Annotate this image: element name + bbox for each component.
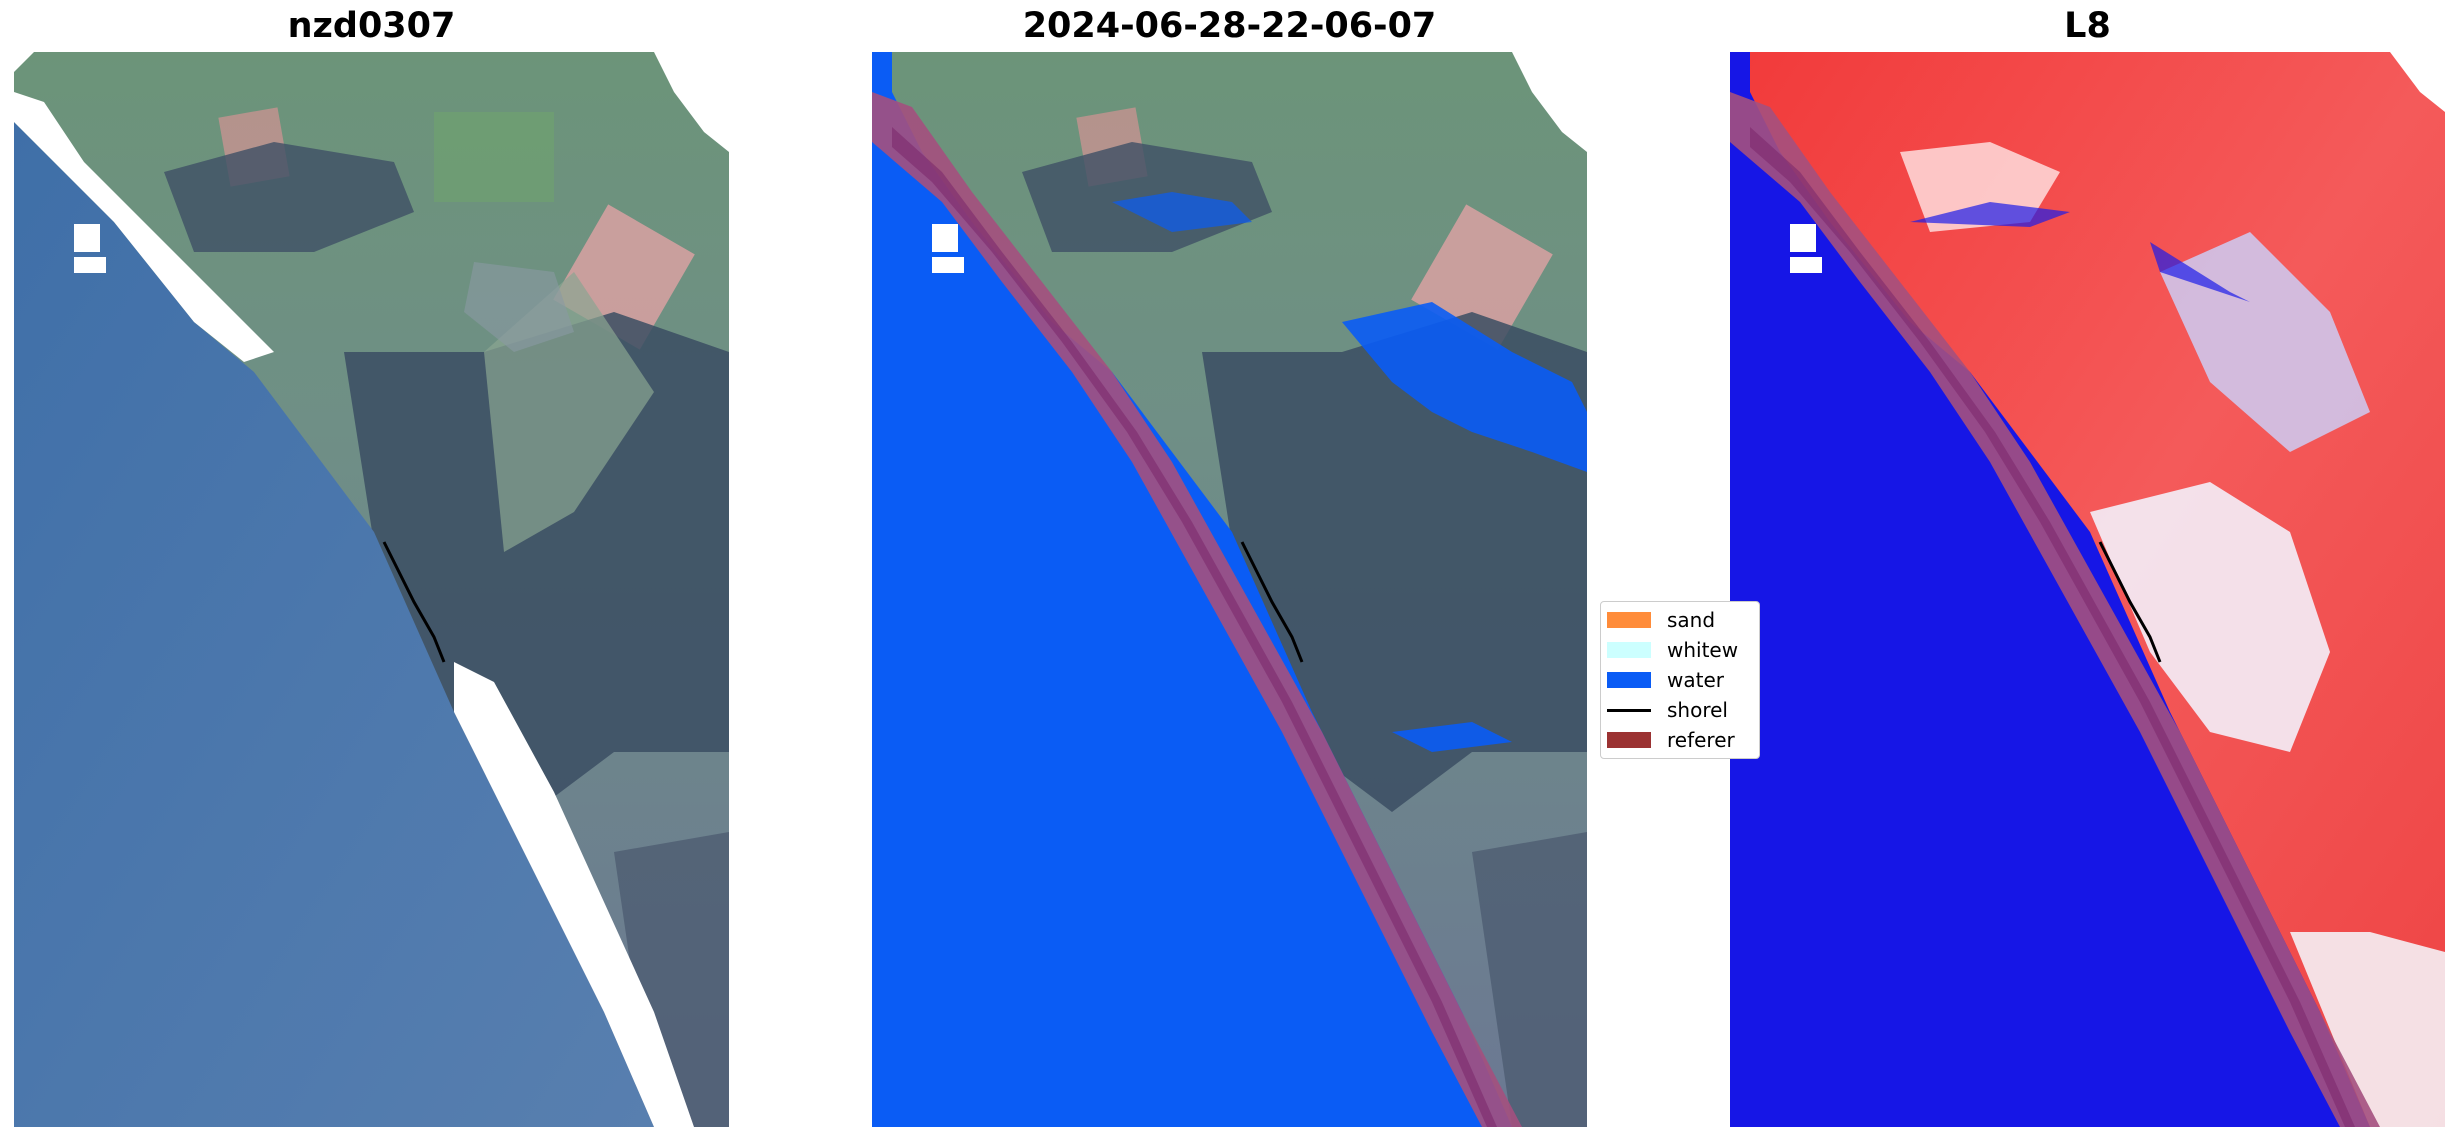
legend-label: sand [1667, 608, 1716, 632]
legend-item-sand: sand [1607, 606, 1715, 634]
panel-title-rgb: nzd0307 [287, 6, 456, 46]
shoreline [382, 541, 446, 663]
legend-item-whitewater: whitew [1607, 636, 1738, 664]
panel-title-classified: 2024-06-28-22-06-07 [1022, 6, 1437, 46]
rgb-image-panel [14, 52, 729, 1127]
panel-title-index: L8 [2064, 6, 2111, 46]
rgb-image [14, 52, 729, 1127]
index-image-panel [1730, 52, 2445, 1127]
nodata-block [932, 224, 958, 252]
sea-area [14, 122, 654, 1127]
legend-item-water: water [1607, 666, 1724, 694]
nodata-top-right [654, 52, 729, 152]
legend-label: whitew [1667, 638, 1739, 662]
legend-swatch [1607, 642, 1651, 658]
water-class-inland [1342, 302, 1587, 472]
reference-band [872, 92, 1522, 1127]
neutral-zone [2290, 932, 2445, 1127]
forest-patch [614, 832, 729, 1127]
legend-item-shoreline: shorel [1607, 696, 1728, 724]
legend-swatch [1607, 672, 1651, 688]
legend-label: referer [1667, 728, 1735, 752]
cloud-patch [464, 262, 574, 352]
shoreline [2098, 541, 2162, 663]
nodata-top-right [2390, 52, 2445, 112]
shoreline [1240, 541, 1304, 663]
water-class-inland [1392, 722, 1512, 752]
legend-swatch [1607, 612, 1651, 628]
forest-patch [1472, 832, 1587, 1127]
water-class-inland [1112, 192, 1252, 232]
classified-image-panel [872, 52, 1587, 1127]
nodata-top-right [1512, 52, 1587, 152]
forest-patch [164, 142, 414, 252]
nodata-block [932, 257, 964, 273]
legend-label: shorel [1667, 698, 1728, 722]
nodata-block [74, 257, 106, 273]
beach-strip [14, 92, 274, 362]
reference-band [1730, 92, 2380, 1127]
classified-image [872, 52, 1587, 1127]
field-patch [434, 112, 554, 202]
blue-streak [1910, 202, 2070, 227]
legend-swatch [1607, 732, 1651, 748]
nodata-block [1790, 224, 1816, 252]
legend: sand whitew water shorel referer [1600, 601, 1760, 759]
nodata-top-left [14, 52, 34, 72]
index-image [1730, 52, 2445, 1127]
legend-item-reference: referer [1607, 726, 1735, 754]
neutral-zone [2090, 482, 2330, 752]
legend-swatch-line [1607, 708, 1651, 712]
blue-streak [2150, 242, 2250, 302]
legend-label: water [1667, 668, 1724, 692]
nodata-block [74, 224, 100, 252]
beach-strip [454, 662, 694, 1127]
nodata-block [1790, 257, 1822, 273]
